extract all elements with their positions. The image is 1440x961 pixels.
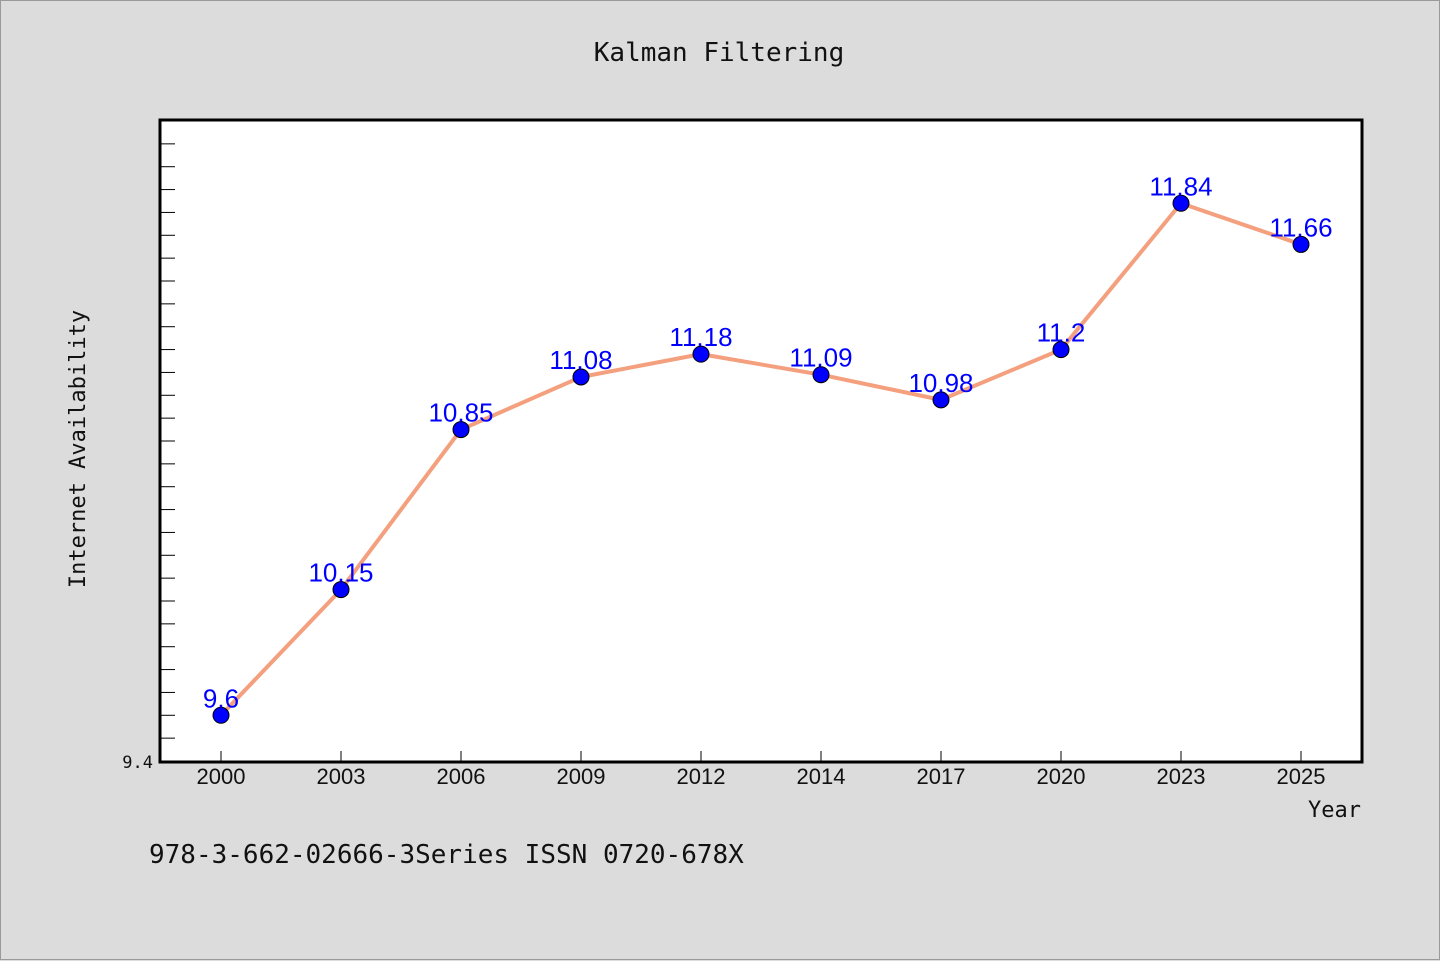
data-label: 9.6 <box>203 683 239 713</box>
data-point <box>812 366 830 384</box>
data-label: 11.66 <box>1269 212 1332 242</box>
data-label: 11.18 <box>669 322 732 352</box>
data-point <box>1172 194 1190 212</box>
x-tick-label: 2003 <box>317 764 366 789</box>
x-axis-ticks <box>220 751 1302 761</box>
chart-title: Kalman Filtering <box>594 38 844 68</box>
y-axis-ticks <box>161 120 175 762</box>
x-tick-label: 2014 <box>797 764 846 789</box>
plot-area <box>158 118 1364 764</box>
x-tick-label: 2025 <box>1277 764 1326 789</box>
x-tick-label: 2009 <box>557 764 606 789</box>
data-point <box>212 706 230 724</box>
data-point <box>1292 235 1310 253</box>
y-axis-label: Internet Availability <box>66 310 91 588</box>
data-point <box>332 581 350 599</box>
footer-citation: 978-3-662-02666-3Series ISSN 0720-678X <box>149 840 744 870</box>
data-point <box>452 421 470 439</box>
data-markers <box>212 194 1310 724</box>
data-labels: 9.6 10.15 10.85 11.08 11.18 11.09 10.98 11.2 11.… <box>203 171 1333 713</box>
series-line <box>219 201 1303 718</box>
data-label: 10.98 <box>908 368 973 398</box>
data-label: 10.15 <box>308 558 373 588</box>
data-point <box>572 368 590 386</box>
data-point <box>1052 341 1070 359</box>
x-tick-label: 2012 <box>677 764 726 789</box>
x-tick-label: 2023 <box>1157 764 1206 789</box>
x-tick-label: 2006 <box>437 764 486 789</box>
data-label: 11.84 <box>1149 171 1212 201</box>
x-tick-label: 2020 <box>1037 764 1086 789</box>
y-tick-label: 9.4 <box>122 753 153 773</box>
data-point <box>692 345 710 363</box>
data-label: 11.09 <box>789 343 852 373</box>
x-axis-tick-labels: 2000 2003 2006 2009 2012 2014 2017 2020 2023 2025 <box>197 764 1326 789</box>
x-tick-label: 2000 <box>197 764 246 789</box>
data-label: 10.85 <box>428 398 493 428</box>
x-tick-label: 2017 <box>917 764 966 789</box>
data-point <box>932 391 950 409</box>
x-axis-label: Year <box>1308 798 1361 823</box>
data-label: 11.2 <box>1037 318 1086 348</box>
data-label: 11.08 <box>549 345 612 375</box>
